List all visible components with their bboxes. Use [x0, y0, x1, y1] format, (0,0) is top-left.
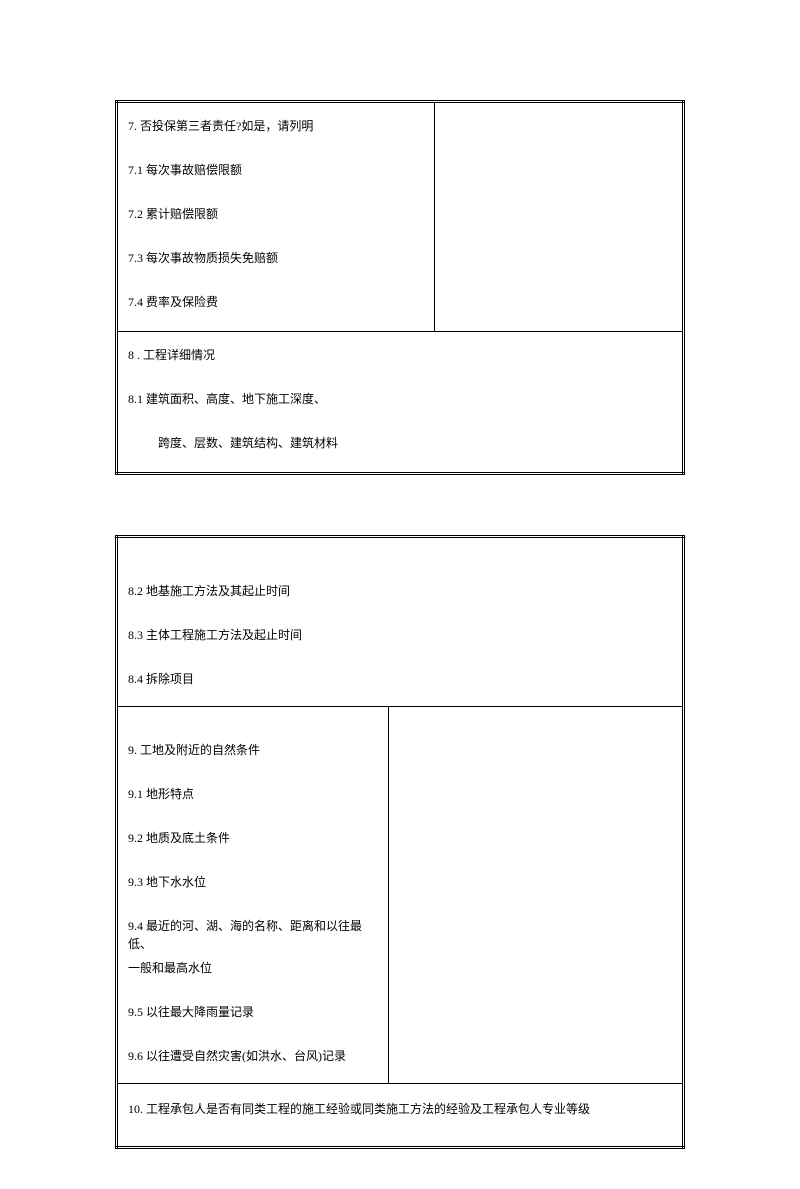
- q9-4b: 一般和最高水位: [128, 959, 378, 977]
- q7-4: 7.4 费率及保险费: [128, 293, 424, 311]
- cell-section7: 7. 否投保第三者责任?如是，请列明 7.1 每次事故赔偿限额 7.2 累计赔偿…: [117, 102, 435, 332]
- q8-2: 8.2 地基施工方法及其起止时间: [128, 582, 672, 600]
- q7-title: 7. 否投保第三者责任?如是，请列明: [128, 117, 424, 135]
- table-lower: 8.2 地基施工方法及其起止时间 8.3 主体工程施工方法及起止时间 8.4 拆…: [115, 535, 685, 1149]
- q9-5: 9.5 以往最大降雨量记录: [128, 1003, 378, 1021]
- cell-section8-top: 8 . 工程详细情况 8.1 建筑面积、高度、地下施工深度、 跨度、层数、建筑结…: [117, 332, 684, 474]
- q9-1: 9.1 地形特点: [128, 785, 378, 803]
- q8-title: 8 . 工程详细情况: [128, 346, 672, 364]
- table-gap: [115, 475, 685, 535]
- q7-1: 7.1 每次事故赔偿限额: [128, 161, 424, 179]
- q9-4a: 9.4 最近的河、湖、海的名称、距离和以往最低、: [128, 917, 378, 953]
- cell-section9: 9. 工地及附近的自然条件 9.1 地形特点 9.2 地质及底土条件 9.3 地…: [117, 707, 389, 1084]
- q9-title: 9. 工地及附近的自然条件: [128, 741, 378, 759]
- q10-title: 10. 工程承包人是否有同类工程的施工经验或同类施工方法的经验及工程承包人专业等…: [128, 1100, 672, 1118]
- q8-4: 8.4 拆除项目: [128, 670, 672, 688]
- q9-3: 9.3 地下水水位: [128, 873, 378, 891]
- q7-3: 7.3 每次事故物质损失免赔额: [128, 249, 424, 267]
- q9-2: 9.2 地质及底土条件: [128, 829, 378, 847]
- cell-section8-bottom: 8.2 地基施工方法及其起止时间 8.3 主体工程施工方法及起止时间 8.4 拆…: [117, 537, 684, 707]
- cell-section7-answer: [434, 102, 683, 332]
- q9-6: 9.6 以往遭受自然灾害(如洪水、台风)记录: [128, 1047, 378, 1065]
- cell-section9-answer: [389, 707, 684, 1084]
- q8-1a: 8.1 建筑面积、高度、地下施工深度、: [128, 390, 672, 408]
- q7-2: 7.2 累计赔偿限额: [128, 205, 424, 223]
- table-upper: 7. 否投保第三者责任?如是，请列明 7.1 每次事故赔偿限额 7.2 累计赔偿…: [115, 100, 685, 475]
- q8-1b: 跨度、层数、建筑结构、建筑材料: [128, 434, 672, 452]
- cell-section10: 10. 工程承包人是否有同类工程的施工经验或同类施工方法的经验及工程承包人专业等…: [117, 1084, 684, 1148]
- q8-3: 8.3 主体工程施工方法及起止时间: [128, 626, 672, 644]
